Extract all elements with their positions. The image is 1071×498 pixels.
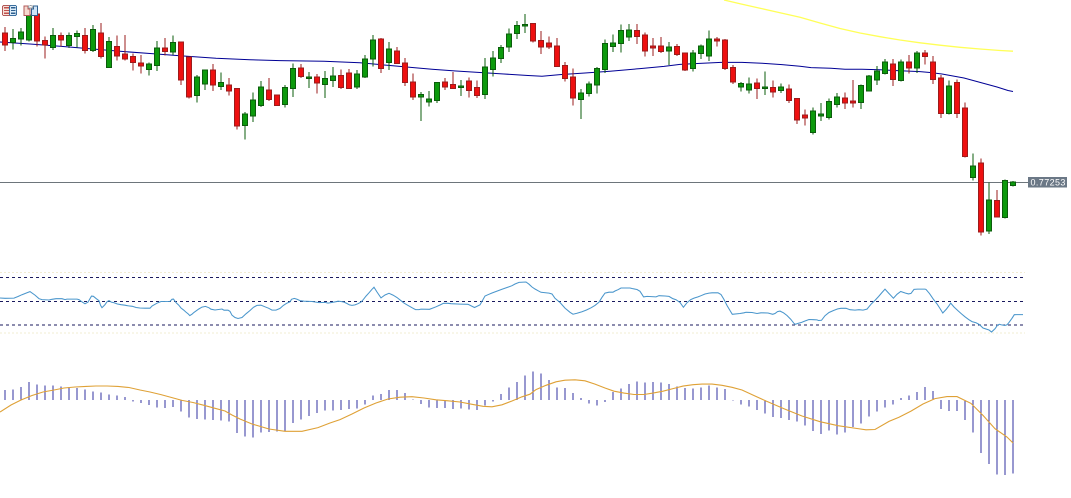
svg-text:0.77253: 0.77253 [1031, 178, 1066, 188]
